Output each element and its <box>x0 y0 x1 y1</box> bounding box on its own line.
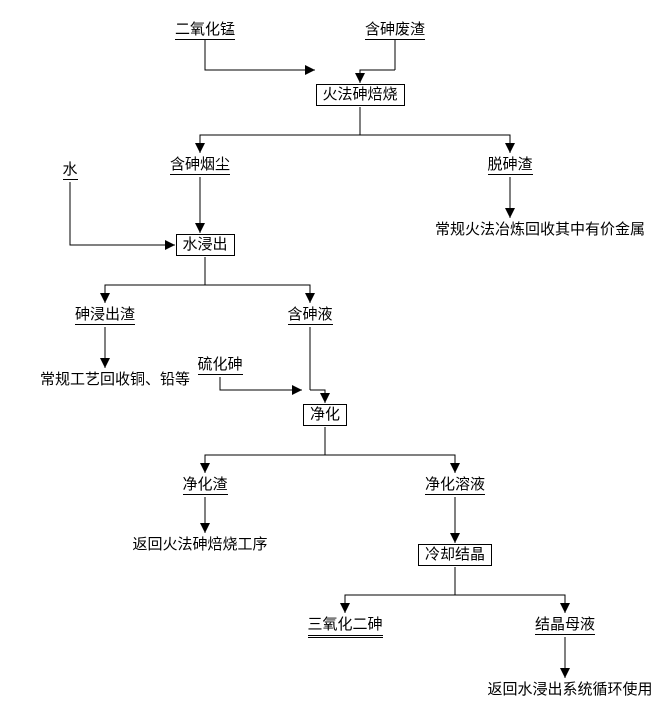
node-n6: 水 <box>63 161 78 179</box>
node-label: 冷却结晶 <box>418 544 492 566</box>
node-label: 脱砷渣 <box>488 157 533 175</box>
node-n14: 返回火法砷焙烧工序 <box>133 536 268 554</box>
node-label: 水 <box>63 162 78 180</box>
node-n5: 常规火法冶炼回收其中有价金属 <box>435 221 645 239</box>
node-n4: 脱砷渣 <box>488 156 533 174</box>
node-n1: 含砷废渣 <box>365 21 425 39</box>
node-label: 常规火法冶炼回收其中有价金属 <box>435 222 645 238</box>
node-n16: 冷却结晶 <box>418 546 492 564</box>
node-label: 火法砷焙烧 <box>316 84 405 106</box>
node-n3: 含砷烟尘 <box>170 156 230 174</box>
node-label: 净化溶液 <box>425 477 485 495</box>
node-n9: 常规工艺回收铜、铅等 <box>40 371 190 389</box>
node-label: 硫化砷 <box>198 357 243 375</box>
node-n8: 砷浸出渣 <box>75 306 135 324</box>
node-n18: 结晶母液 <box>535 616 595 634</box>
node-label: 结晶母液 <box>535 617 595 635</box>
node-label: 返回火法砷焙烧工序 <box>133 537 268 553</box>
node-n10: 含砷液 <box>288 306 333 324</box>
node-n15: 净化溶液 <box>425 476 485 494</box>
node-label: 返回水浸出系统循环使用 <box>488 682 653 698</box>
node-n2: 火法砷焙烧 <box>316 86 405 104</box>
node-label: 常规工艺回收铜、铅等 <box>40 372 190 388</box>
node-n11: 硫化砷 <box>198 356 243 374</box>
node-label: 水浸出 <box>176 234 235 256</box>
node-label: 二氧化锰 <box>175 22 235 40</box>
node-label: 净化 <box>303 404 347 426</box>
node-label: 含砷液 <box>288 307 333 325</box>
node-label: 砷浸出渣 <box>75 307 135 325</box>
node-n13: 净化渣 <box>183 476 228 494</box>
node-label: 三氧化二砷 <box>308 617 383 638</box>
node-label: 含砷废渣 <box>365 22 425 40</box>
node-n7: 水浸出 <box>176 236 235 254</box>
node-label: 含砷烟尘 <box>170 157 230 175</box>
node-n0: 二氧化锰 <box>175 21 235 39</box>
flowchart-canvas: 二氧化锰 含砷废渣火法砷焙烧含砷烟尘 脱砷渣常规火法冶炼回收其中有价金属 水水浸出砷浸… <box>0 0 672 712</box>
node-n12: 净化 <box>303 406 347 424</box>
node-n17: 三氧化二砷 <box>308 616 383 634</box>
node-n19: 返回水浸出系统循环使用 <box>488 681 653 699</box>
flowchart-edges <box>0 0 672 712</box>
node-label: 净化渣 <box>183 477 228 495</box>
